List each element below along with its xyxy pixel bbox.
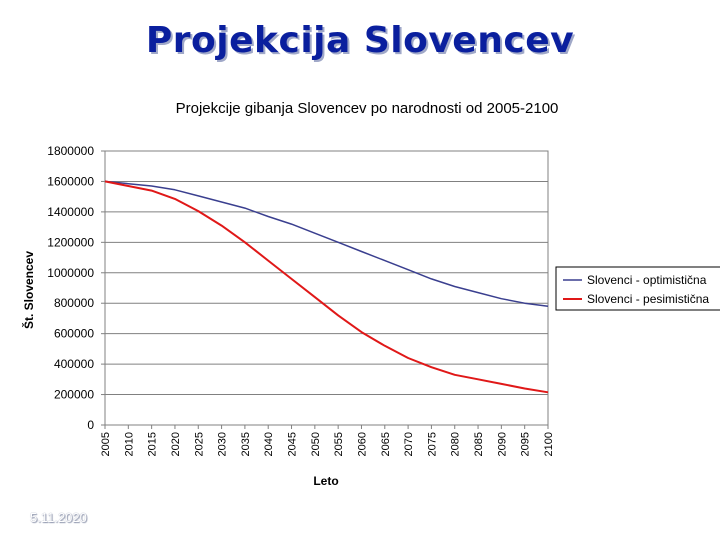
x-tick-label: 2035 <box>240 432 252 456</box>
y-tick-label: 1600000 <box>47 174 94 188</box>
legend-box <box>555 266 720 311</box>
x-tick-label: 2095 <box>520 432 532 456</box>
x-tick-label: 2100 <box>543 432 555 456</box>
x-axis-ticks: 2005 2010 2015 2020 2025 2030 2035 2040 2045 2050… <box>100 425 555 456</box>
y-tick-label: 1200000 <box>47 235 94 249</box>
x-tick-label: 2010 <box>123 432 135 456</box>
x-tick-label: 2050 <box>310 432 322 456</box>
x-tick-label: 2015 <box>147 432 159 456</box>
series-line-optimistic <box>104 180 549 308</box>
legend-label-pessimistic: Slovenci - pesimistična <box>587 292 709 306</box>
plot-area <box>104 150 549 426</box>
footer-date: 5.11.2020 <box>30 510 87 525</box>
y-axis-label: Št. Slovencev <box>21 251 36 329</box>
x-tick-label: 2020 <box>170 432 182 456</box>
x-axis-label: Leto <box>313 474 338 488</box>
y-tick-label: 800000 <box>54 296 94 310</box>
y-tick-label: 1000000 <box>47 266 94 280</box>
x-tick-label: 2085 <box>473 432 485 456</box>
x-tick-label: 2075 <box>426 432 438 456</box>
slide-title: Projekcija Slovencev <box>145 20 575 61</box>
x-tick-label: 2060 <box>356 432 368 456</box>
x-tick-label: 2040 <box>263 432 275 456</box>
y-tick-label: 0 <box>87 418 94 432</box>
gridlines <box>105 180 548 396</box>
y-tick-label: 600000 <box>54 327 94 341</box>
y-tick-label: 1800000 <box>47 144 94 158</box>
series-lines <box>104 180 549 394</box>
y-tick-label: 200000 <box>54 388 94 402</box>
x-tick-label: 2045 <box>287 432 299 456</box>
x-tick-label: 2005 <box>100 432 112 456</box>
x-tick-label: 2080 <box>450 432 462 456</box>
chart-title: Projekcije gibanja Slovencev po narodnos… <box>176 100 559 117</box>
x-tick-label: 2030 <box>217 432 229 456</box>
y-tick-label: 400000 <box>54 357 94 371</box>
x-tick-label: 2025 <box>193 432 205 456</box>
y-tick-label: 1400000 <box>47 205 94 219</box>
legend: Slovenci - optimistična Slovenci - pesim… <box>555 266 720 311</box>
x-tick-label: 2065 <box>380 432 392 456</box>
legend-label-optimistic: Slovenci - optimistična <box>587 273 707 287</box>
y-axis-ticks: 0 200000 400000 600000 800000 1000000 1200000 1… <box>47 144 105 432</box>
x-tick-label: 2070 <box>403 432 415 456</box>
series-line-pessimistic <box>104 180 549 394</box>
x-tick-label: 2090 <box>496 432 508 456</box>
x-tick-label: 2055 <box>333 432 345 456</box>
